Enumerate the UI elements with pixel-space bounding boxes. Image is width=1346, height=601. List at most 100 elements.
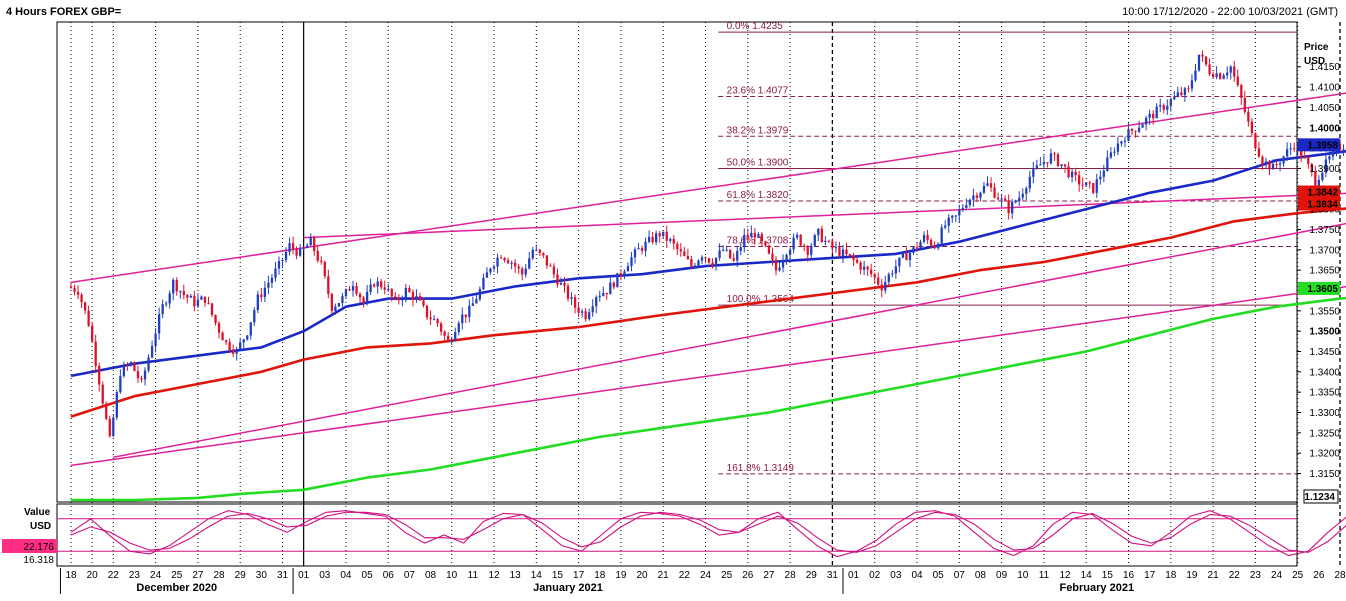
price-tick-label: 1.4000 [1309, 123, 1340, 134]
date-tick-label: 21 [1208, 570, 1220, 581]
candle-body [570, 297, 572, 298]
candle-body [750, 233, 752, 237]
candle-body [944, 226, 946, 228]
candle-body [1103, 171, 1105, 177]
candle-body [655, 233, 657, 242]
candle-body [405, 288, 407, 298]
candle-body [532, 250, 534, 259]
candle-body [651, 237, 653, 242]
candle-body [116, 392, 118, 417]
candle-body [105, 403, 107, 418]
candle-body [444, 332, 446, 336]
candle-body [472, 303, 474, 305]
candle-body [905, 253, 907, 260]
date-tick-label: 15 [1102, 570, 1114, 581]
month-label: December 2020 [136, 582, 217, 594]
candle-body [761, 234, 763, 241]
candle-body [1096, 179, 1098, 193]
candle-body [863, 267, 865, 270]
candle-body [1177, 92, 1179, 96]
candle-body [1043, 162, 1045, 164]
candle-body [599, 296, 601, 297]
candle-body [620, 273, 622, 275]
candle-body [239, 343, 241, 350]
chart-title: 4 Hours FOREX GBP= [6, 6, 121, 18]
candle-body [898, 258, 900, 267]
candle-body [257, 294, 259, 310]
month-label: February 2021 [1059, 582, 1134, 594]
date-tick-label: 21 [658, 570, 670, 581]
candle-body [1074, 172, 1076, 175]
candle-body [881, 284, 883, 290]
candle-body [165, 303, 167, 304]
candle-body [1106, 157, 1108, 170]
candle-body [496, 258, 498, 267]
candle-body [726, 250, 728, 251]
date-tick-label: 24 [150, 570, 162, 581]
candle-body [1099, 177, 1101, 180]
candle-body [489, 269, 491, 273]
candle-body [585, 311, 587, 319]
osc-axis-unit: USD [30, 521, 51, 532]
trendlines [71, 63, 1346, 466]
price-tick-label: 1.3650 [1309, 266, 1340, 277]
candle-body [98, 366, 100, 384]
price-tick-label: 1.3200 [1309, 449, 1340, 460]
candle-body [842, 249, 844, 255]
date-tick-label: 29 [235, 570, 247, 581]
candle-body [771, 254, 773, 260]
candle-body [1039, 164, 1041, 165]
price-tick-label: 1.3700 [1309, 245, 1340, 256]
candle-body [87, 311, 89, 326]
candle-body [112, 417, 114, 436]
candle-body [736, 251, 738, 261]
candle-body [144, 371, 146, 380]
date-tick-label: 10 [446, 570, 458, 581]
date-tick-label: 25 [721, 570, 733, 581]
candle-body [172, 280, 174, 293]
candle-body [574, 297, 576, 307]
candle-body [616, 273, 618, 287]
candle-body [200, 297, 202, 300]
candle-body [1029, 177, 1031, 188]
candle-body [1159, 105, 1161, 106]
date-tick-label: 10 [1017, 570, 1029, 581]
candle-body [479, 289, 481, 299]
candle-body [902, 253, 904, 258]
date-tick-label: 16 [1123, 570, 1135, 581]
candle-body [1198, 55, 1200, 71]
date-tick-label: 22 [679, 570, 691, 581]
candle-body [637, 248, 639, 249]
candle-body [1240, 85, 1242, 98]
candle-body [1092, 183, 1094, 193]
candle-body [281, 260, 283, 261]
candle-body [73, 288, 75, 292]
candle-body [102, 385, 104, 404]
candle-body [1212, 74, 1214, 77]
candle-body [482, 278, 484, 289]
candle-body [274, 269, 276, 278]
candle-body [355, 286, 357, 294]
price-axis-label: Price [1304, 42, 1329, 53]
candle-body [1286, 149, 1288, 156]
candle-body [965, 205, 967, 208]
candle-body [912, 247, 914, 253]
candle-body [1265, 161, 1267, 164]
candle-body [426, 306, 428, 318]
candle-body [232, 350, 234, 354]
candle-body [972, 195, 974, 199]
candle-body [408, 288, 410, 292]
candle-body [1226, 73, 1228, 76]
osc-value-k: 22.176 [23, 542, 54, 553]
candle-body [123, 365, 125, 376]
candle-body [348, 289, 350, 290]
candle-body [948, 218, 950, 226]
candle-body [993, 187, 995, 197]
date-range: 10:00 17/12/2020 - 22:00 10/03/2021 (GMT… [1122, 6, 1338, 18]
candle-body [560, 283, 562, 285]
price-plot-frame [57, 22, 1297, 502]
candle-body [937, 244, 939, 248]
candle-body [694, 266, 696, 267]
